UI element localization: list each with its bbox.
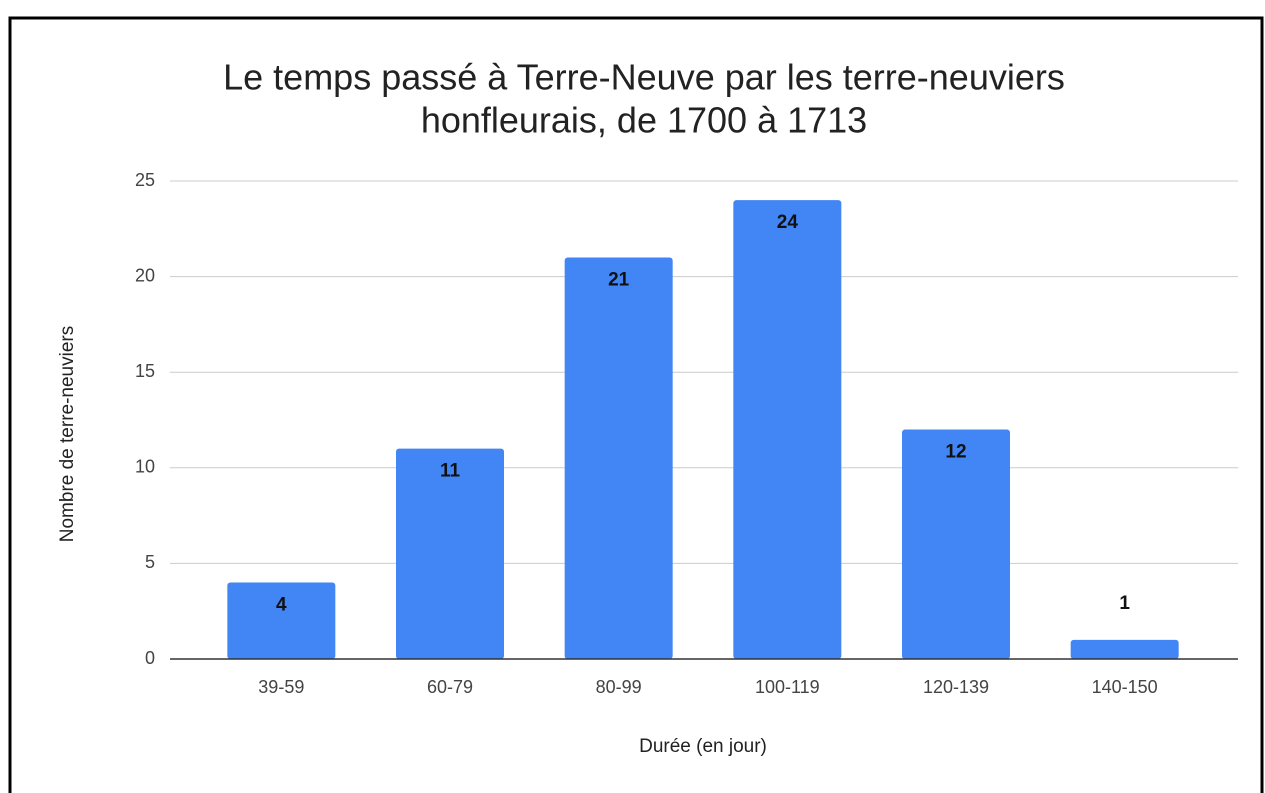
bar [902, 429, 1010, 659]
chart-title: Le temps passé à Terre-Neuve par les ter… [223, 57, 1065, 98]
x-tick-label: 60-79 [427, 677, 473, 697]
value-label: 24 [777, 212, 799, 233]
value-label: 21 [608, 269, 630, 290]
bar [1070, 639, 1179, 659]
x-tick-label: 80-99 [596, 677, 642, 697]
x-tick-label: 120-139 [923, 677, 989, 697]
x-tick-label: 140-150 [1092, 677, 1158, 697]
y-tick-label: 5 [145, 552, 155, 572]
value-label: 11 [440, 461, 461, 482]
y-tick-label: 0 [145, 648, 155, 668]
frame [8, 16, 1264, 793]
x-axis-label: Durée (en jour) [639, 736, 767, 757]
x-tick-label: 100-119 [755, 677, 820, 697]
value-label: 1 [1119, 593, 1130, 614]
bar [564, 257, 673, 659]
value-label: 12 [945, 442, 966, 463]
chart-title: honfleurais, de 1700 à 1713 [421, 100, 867, 141]
value-label: 4 [276, 595, 287, 616]
bar [396, 448, 504, 659]
y-axis-label: Nombre de terre-neuviers [57, 326, 78, 542]
y-tick-label: 10 [135, 457, 155, 477]
y-tick-label: 15 [135, 361, 155, 381]
y-tick-label: 20 [135, 265, 155, 285]
x-tick-label: 39-59 [258, 677, 304, 697]
bar [733, 200, 842, 659]
bar [227, 582, 336, 659]
y-tick-label: 25 [135, 170, 155, 190]
